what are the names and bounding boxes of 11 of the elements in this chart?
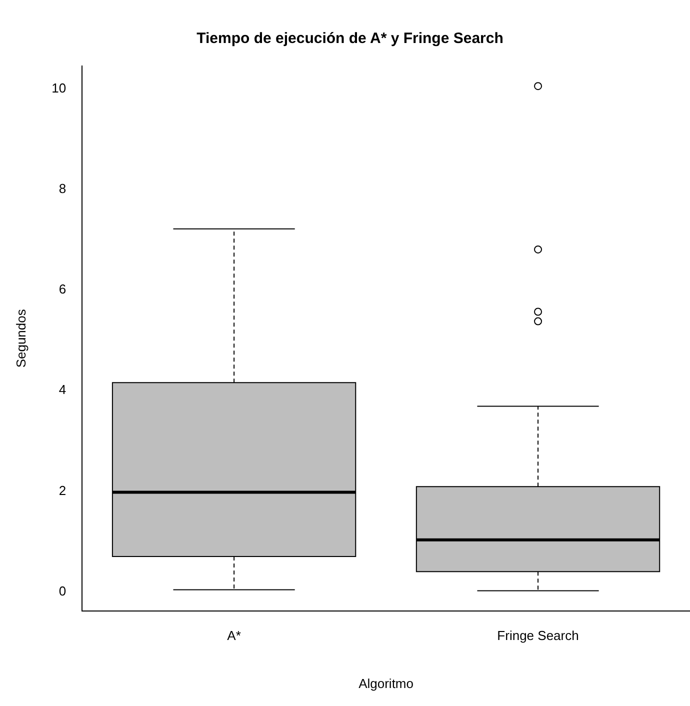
x-tick-label: Fringe Search bbox=[497, 628, 579, 644]
y-tick-label: 0 bbox=[58, 583, 66, 598]
y-tick-label: 8 bbox=[58, 181, 66, 196]
y-tick-label: 4 bbox=[58, 382, 66, 398]
x-tick-label: A* bbox=[227, 628, 241, 644]
x-axis-title: Algoritmo bbox=[358, 676, 414, 691]
y-tick-label: 2 bbox=[58, 482, 66, 498]
y-tick-label: 6 bbox=[58, 282, 66, 297]
y-axis-title: Segundos bbox=[13, 308, 28, 368]
y-tick-label: 10 bbox=[52, 80, 66, 96]
chart-title: Tiempo de ejecución de A* y Fringe Search bbox=[196, 30, 504, 48]
